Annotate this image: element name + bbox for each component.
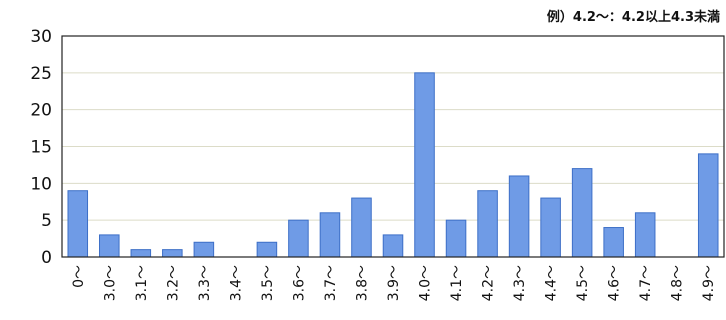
x-tick-label: 4.5～ [575,265,591,301]
y-tick-label: 0 [41,248,52,268]
bar [382,234,404,258]
x-tick-label: 4.6～ [607,265,623,301]
bar [414,72,435,258]
bar [445,219,467,258]
chart-annotation: 例）4.2～：4.2以上4.3未満 [546,10,720,25]
bar [288,219,309,258]
x-tick-label: 3.1～ [134,265,150,301]
bar [603,227,624,258]
bars [67,72,719,258]
bar [99,234,120,258]
bar [256,241,278,258]
bar [162,249,183,258]
y-tick-label: 5 [41,211,52,231]
x-tick-label: 3.9～ [386,265,402,301]
y-tick-label: 30 [30,27,52,47]
y-tick-label: 20 [30,101,52,121]
x-tick-label: 4.9～ [701,265,717,301]
y-tick-label: 25 [30,64,52,84]
x-tick-label: 4.8～ [670,265,686,301]
x-tick-label: 4.1～ [449,265,465,301]
x-tick-label: 3.8～ [354,265,370,301]
x-axis-ticks: 0～ 3.0～ 3.1～ 3.2～ 3.3～ 3.4～ 3.5～ 3.6～ 3.7～ 3.8～ 3.… [71,265,717,301]
bar [67,190,89,258]
bar [571,168,593,258]
bar [697,153,719,258]
bar [508,175,530,258]
gridlines [62,72,724,221]
x-tick-label: 3.0～ [102,265,118,301]
y-tick-label: 10 [30,174,52,194]
x-tick-label: 4.0～ [418,265,434,301]
bar [351,197,372,258]
x-tick-label: 0～ [71,265,87,288]
x-tick-label: 3.7～ [323,265,339,301]
y-axis-ticks: 0 5 10 15 20 25 30 [30,27,52,268]
x-tick-label: 4.7～ [638,265,654,301]
bar [477,190,498,258]
x-tick-label: 3.6～ [291,265,307,301]
x-tick-label: 3.2～ [165,265,181,301]
x-tick-label: 4.2～ [481,265,497,301]
y-tick-label: 15 [30,138,52,158]
bar [634,212,656,258]
plot-border [61,35,725,258]
bar [319,212,341,258]
x-tick-label: 4.3～ [512,265,528,301]
bar [193,241,215,258]
bar [130,249,152,258]
x-tick-label: 3.3～ [197,265,213,301]
x-tick-label: 3.4～ [228,265,244,301]
x-tick-label: 4.4～ [544,265,560,301]
bar [540,197,561,258]
x-tick-label: 3.5～ [260,265,276,301]
